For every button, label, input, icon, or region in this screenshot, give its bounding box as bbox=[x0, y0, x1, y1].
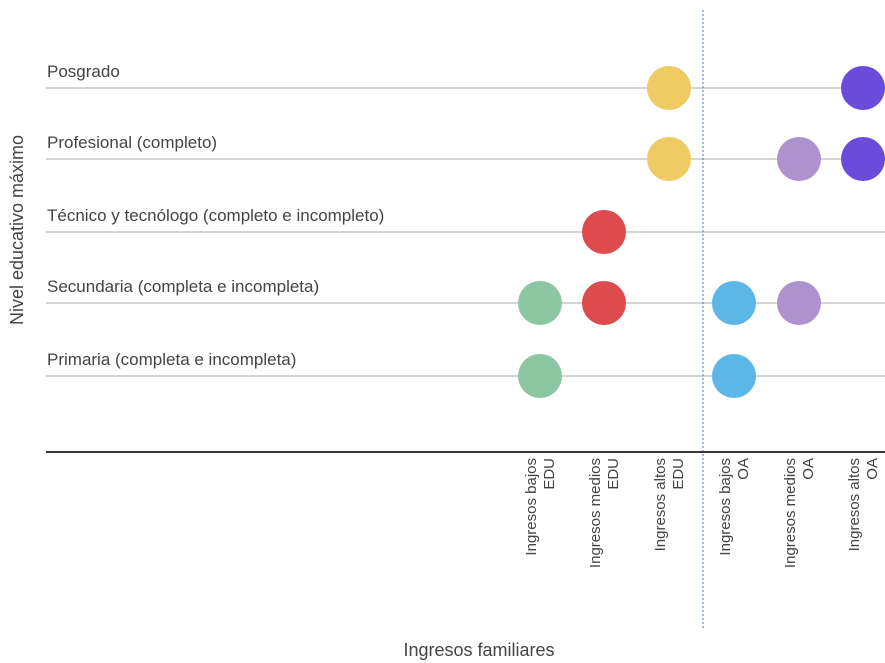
x-tick-label-line: Ingresos medios bbox=[782, 458, 799, 568]
data-point bbox=[777, 281, 821, 325]
data-point bbox=[777, 137, 821, 181]
x-axis-title: Ingresos familiares bbox=[403, 640, 554, 660]
x-tick-label: Ingresos bajos EDU bbox=[523, 458, 558, 556]
data-point bbox=[647, 137, 691, 181]
data-point bbox=[518, 354, 562, 398]
x-tick-label-line: OA bbox=[864, 458, 881, 480]
data-point bbox=[582, 281, 626, 325]
data-point bbox=[841, 66, 885, 110]
x-tick-label-line: OA bbox=[735, 458, 752, 480]
data-point bbox=[712, 354, 756, 398]
y-category-label: Secundaria (completa e incompleta) bbox=[47, 277, 319, 296]
y-category-label: Profesional (completo) bbox=[47, 133, 217, 152]
x-tick-label-line: Ingresos altos bbox=[846, 458, 863, 551]
x-tick-label-line: Ingresos bajos bbox=[523, 458, 540, 556]
y-category-label: Primaria (completa e incompleta) bbox=[47, 350, 296, 369]
x-tick-label-line: EDU bbox=[605, 458, 622, 490]
x-tick-label-line: EDU bbox=[670, 458, 687, 490]
x-tick-label: Ingresos bajos OA bbox=[717, 458, 752, 556]
data-point bbox=[647, 66, 691, 110]
row-labels: Primaria (completa e incompleta) Secundar… bbox=[47, 62, 384, 369]
x-tick-label: Ingresos medios OA bbox=[782, 458, 817, 568]
x-tick-label: Ingresos medios EDU bbox=[587, 458, 622, 568]
data-point bbox=[712, 281, 756, 325]
x-tick-label-line: OA bbox=[800, 458, 817, 480]
data-point bbox=[518, 281, 562, 325]
x-tick-label: Ingresos altos OA bbox=[846, 458, 881, 551]
data-point bbox=[582, 210, 626, 254]
data-point bbox=[841, 137, 885, 181]
y-category-label: Posgrado bbox=[47, 62, 120, 81]
x-tick-label-line: Ingresos bajos bbox=[717, 458, 734, 556]
x-tick-labels: Ingresos bajos EDU Ingresos medios EDU Ingre… bbox=[523, 458, 881, 568]
x-tick-label-line: Ingresos medios bbox=[587, 458, 604, 568]
y-axis-title: Nivel educativo máximo bbox=[7, 135, 27, 325]
data-points bbox=[518, 66, 885, 398]
y-category-label: Técnico y tecnólogo (completo e incomple… bbox=[47, 206, 384, 225]
x-tick-label-line: EDU bbox=[541, 458, 558, 490]
x-tick-label: Ingresos altos EDU bbox=[652, 458, 687, 551]
x-tick-label-line: Ingresos altos bbox=[652, 458, 669, 551]
gridlines bbox=[46, 87, 885, 377]
